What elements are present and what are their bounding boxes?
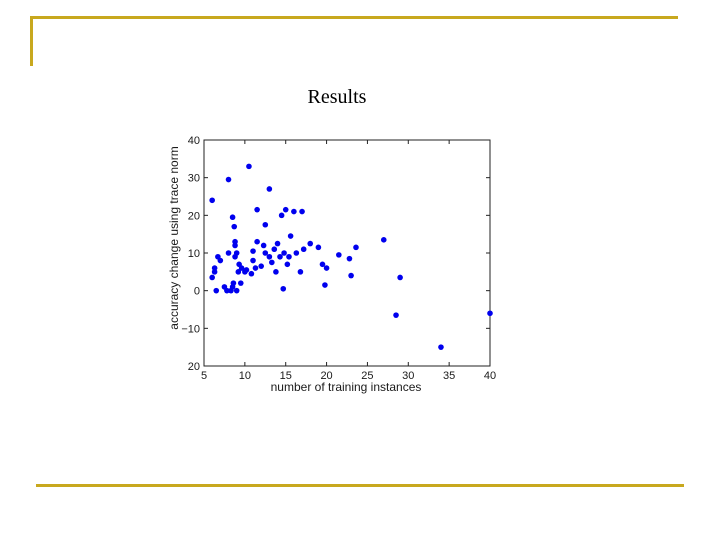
data-point — [397, 274, 403, 281]
data-point — [230, 280, 237, 286]
data-point — [297, 269, 304, 275]
x-tick-label: 5 — [201, 370, 207, 382]
data-point — [380, 237, 387, 243]
data-point — [211, 265, 218, 271]
data-point — [286, 253, 292, 260]
x-tick-label: 20 — [320, 370, 332, 382]
data-point — [293, 250, 300, 256]
x-axis-label: number of training instances — [271, 380, 422, 394]
data-point — [250, 248, 256, 254]
data-point — [225, 176, 232, 183]
data-point — [315, 244, 322, 251]
y-tick-label: 10 — [188, 248, 200, 260]
data-point — [271, 246, 278, 253]
data-point — [243, 267, 250, 273]
data-point — [262, 250, 269, 256]
data-point — [225, 250, 232, 256]
y-tick-label: 30 — [188, 173, 200, 185]
data-point — [291, 208, 297, 215]
data-point — [284, 261, 291, 268]
data-point — [438, 344, 444, 350]
data-point — [346, 255, 353, 262]
data-point — [237, 280, 244, 286]
data-point — [209, 197, 215, 204]
x-tick-label: 35 — [443, 370, 455, 382]
y-tick-label: 20 — [188, 210, 200, 222]
data-point — [246, 163, 252, 170]
top-accent-line — [30, 16, 678, 19]
data-point — [258, 263, 264, 269]
data-point — [280, 285, 287, 292]
scatter-chart: 5 10 15 20 25 30 35 40 20 −10 0 10 20 30 40 number of… — [167, 135, 496, 394]
y-tick-label: −10 — [181, 323, 200, 335]
data-point — [269, 259, 275, 266]
data-point — [266, 186, 273, 192]
data-point — [287, 233, 294, 239]
x-tick-label: 40 — [484, 370, 496, 382]
data-point — [353, 244, 359, 251]
data-point — [248, 270, 255, 277]
plot-frame — [203, 139, 491, 367]
data-point — [282, 206, 289, 213]
data-point — [307, 240, 314, 247]
left-accent-line — [30, 16, 33, 66]
data-point — [213, 287, 220, 294]
data-point — [233, 287, 240, 294]
data-point — [273, 269, 279, 275]
x-tick-label: 30 — [402, 370, 414, 382]
data-point — [336, 252, 342, 258]
x-axis-ticks: 5 10 15 20 25 30 35 40 — [201, 140, 496, 382]
plot-area-border — [203, 139, 491, 367]
data-point — [231, 223, 238, 230]
data-point — [232, 242, 238, 249]
data-point — [393, 312, 399, 318]
y-axis-ticks: 20 −10 0 10 20 30 40 — [181, 135, 490, 373]
data-point — [299, 208, 305, 215]
data-point — [300, 246, 307, 253]
x-tick-label: 10 — [239, 370, 251, 382]
data-point — [254, 238, 260, 245]
data-point — [250, 257, 256, 264]
data-point — [252, 265, 259, 271]
data-point — [319, 261, 326, 268]
data-point — [281, 250, 287, 256]
data-point — [260, 242, 267, 249]
y-tick-label: 0 — [194, 286, 200, 298]
data-point — [217, 257, 224, 264]
y-tick-label: 40 — [188, 135, 200, 147]
data-point — [322, 282, 328, 288]
data-point — [277, 253, 283, 260]
bottom-accent-line — [36, 484, 684, 487]
data-point — [209, 274, 215, 281]
data-point — [323, 265, 330, 271]
data-point — [233, 250, 240, 256]
data-point — [266, 253, 273, 260]
data-point — [235, 269, 242, 275]
data-point — [229, 214, 236, 221]
x-tick-label: 15 — [280, 370, 292, 382]
data-point — [254, 206, 260, 213]
data-point — [487, 310, 493, 317]
data-point — [348, 272, 354, 279]
data-point — [278, 212, 285, 219]
data-point — [262, 221, 269, 228]
slide-title: Results — [307, 86, 367, 108]
data-point — [238, 265, 245, 271]
y-tick-label: 20 — [188, 361, 200, 373]
data-points — [209, 163, 493, 350]
data-point — [274, 240, 281, 247]
data-point — [224, 287, 230, 294]
x-tick-label: 25 — [361, 370, 373, 382]
y-axis-label: accuracy change using trace norm — [167, 146, 181, 329]
